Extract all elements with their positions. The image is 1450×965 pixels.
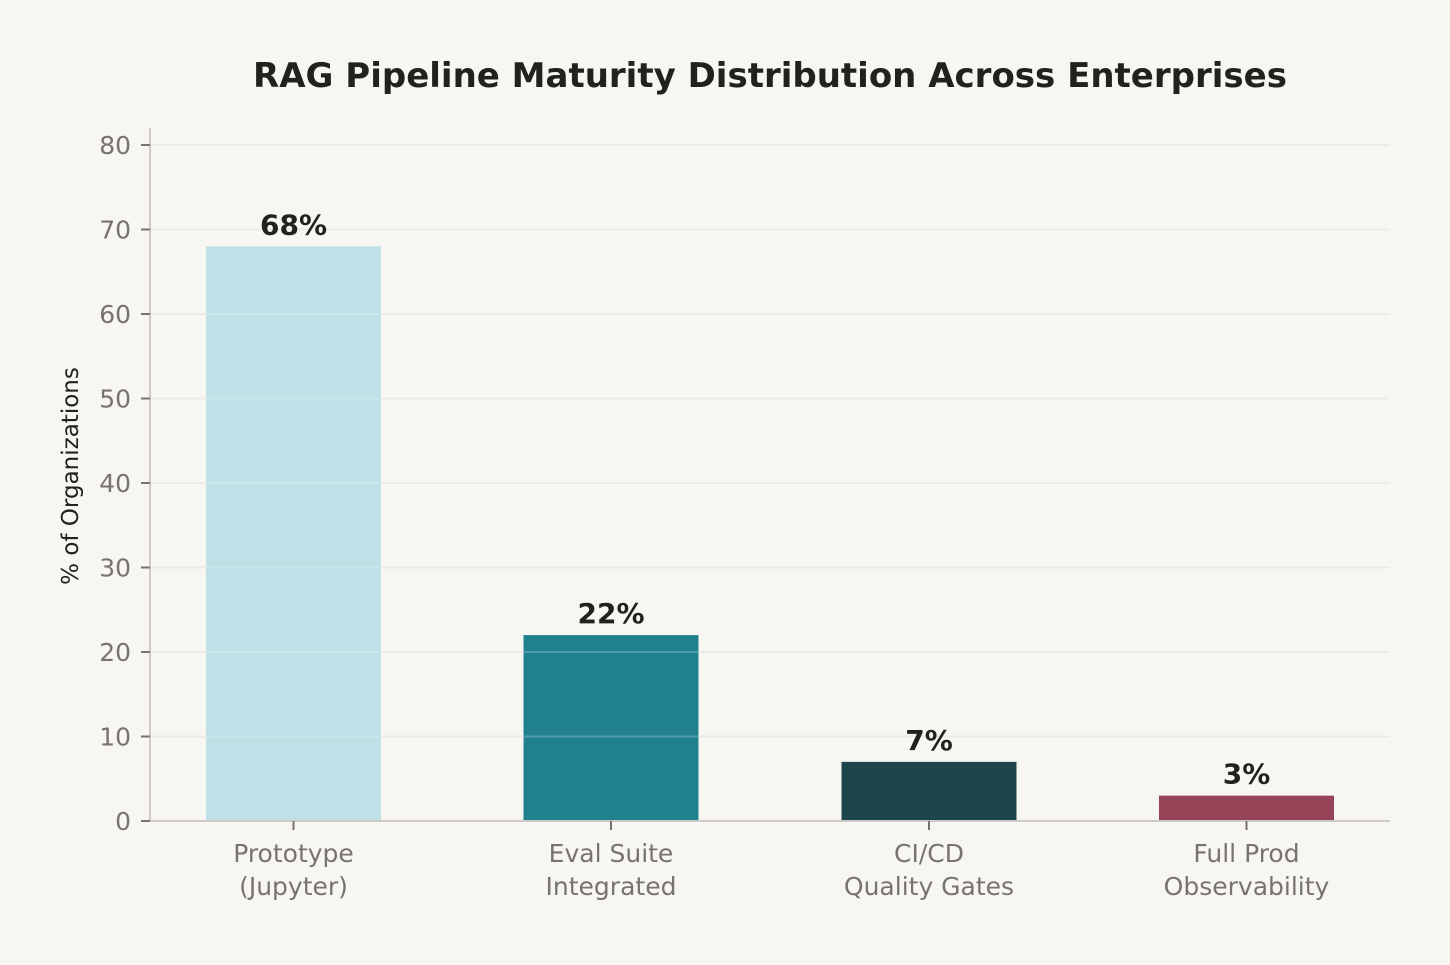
x-tick-label-4-line-2: Observability — [1164, 872, 1330, 901]
data-label-4: 3% — [1223, 758, 1271, 791]
y-tick-label-40: 40 — [99, 469, 131, 498]
axes — [141, 128, 1390, 830]
x-tick-label-2-line-1: Eval Suite — [549, 839, 674, 868]
x-tick-label-1-line-2: (Jupyter) — [239, 872, 348, 901]
data-label-2: 22% — [577, 597, 644, 630]
bars — [150, 144, 1390, 821]
bar-3 — [841, 761, 1017, 821]
gridlines-overlay — [150, 144, 1390, 738]
x-tick-label-4-line-1: Full Prod — [1193, 839, 1299, 868]
data-label-1: 68% — [260, 208, 327, 241]
x-tick-label-3-line-2: Quality Gates — [844, 872, 1014, 901]
labels: 0 10 20 30 40 50 60 70 80 Prototype (Jupyter) 68% Ev… — [99, 131, 1329, 901]
y-tick-label-60: 60 — [99, 300, 131, 329]
data-label-3: 7% — [905, 724, 953, 757]
bar-1 — [206, 246, 381, 821]
y-tick-label-50: 50 — [99, 385, 131, 414]
y-tick-label-10: 10 — [99, 723, 131, 752]
chart-title: RAG Pipeline Maturity Distribution Acros… — [253, 56, 1287, 96]
x-tick-label-3-line-1: CI/CD — [894, 839, 964, 868]
y-tick-label-80: 80 — [99, 131, 131, 160]
y-tick-label-20: 20 — [99, 638, 131, 667]
y-axis-label: % of Organizations — [58, 367, 84, 585]
bar-4 — [1159, 795, 1334, 821]
y-tick-label-70: 70 — [99, 216, 131, 245]
y-tick-label-30: 30 — [99, 554, 131, 583]
y-tick-label-0: 0 — [115, 807, 131, 836]
bar-2 — [523, 635, 699, 821]
x-tick-label-1-line-1: Prototype — [233, 839, 354, 868]
x-tick-label-2-line-2: Integrated — [546, 872, 677, 901]
